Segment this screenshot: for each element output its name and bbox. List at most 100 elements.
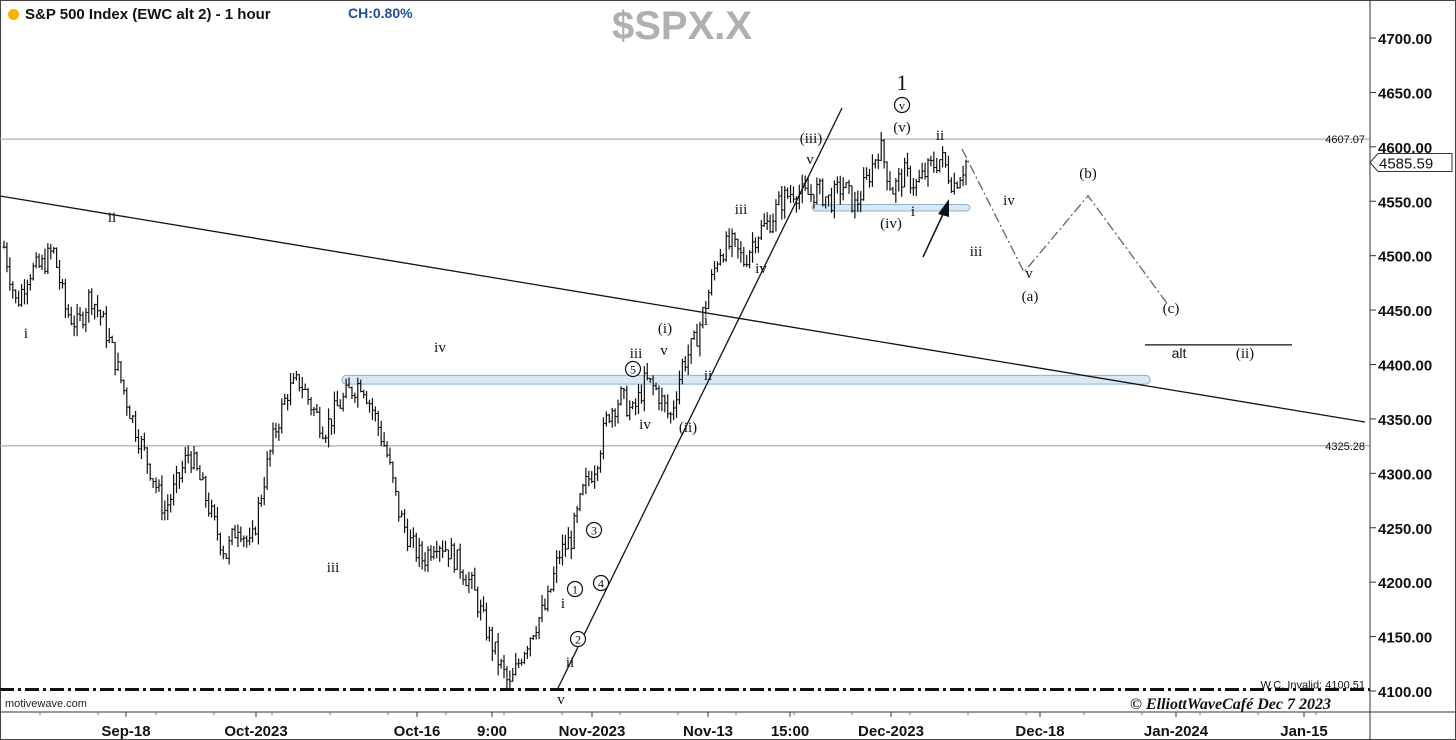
ohlc-bar (441, 540, 445, 558)
ohlc-bar (470, 572, 474, 590)
ohlc-bar (882, 138, 886, 169)
ohlc-bar (832, 180, 837, 219)
ohlc-bar (575, 505, 579, 523)
ohlc-bar (397, 490, 401, 522)
wave-circle (566, 580, 584, 598)
ohlc-bar (52, 246, 56, 254)
ohlc-bar (198, 465, 202, 481)
ohlc-bar (420, 541, 424, 570)
ohlc-bar (11, 281, 15, 299)
ohlc-bar (695, 323, 699, 347)
ohlc-bar (619, 386, 623, 406)
ohlc-bar (949, 177, 953, 193)
ohlc-bar (938, 159, 942, 173)
ohlc-bar (707, 289, 711, 310)
ohlc-bar (721, 253, 725, 263)
ohlc-bar (452, 543, 456, 573)
wave-label: v (660, 343, 668, 359)
ohlc-bar (180, 460, 184, 483)
ohlc-bar (332, 391, 337, 434)
ohlc-bar (312, 406, 316, 417)
ohlc-bar (362, 389, 366, 399)
zone-band (341, 374, 1151, 385)
wave-circle-label: 3 (591, 524, 597, 538)
ohlc-bar (265, 451, 269, 490)
ohlc-bar (528, 637, 532, 657)
time-axis[interactable]: Sep-18 Oct-2023 Oct-16 9:00 Nov-2023 Nov-13 15… (39, 712, 1328, 740)
symbol-status-dot-icon (8, 9, 19, 20)
ohlc-bar (663, 394, 667, 413)
ohlc-bar (288, 373, 293, 406)
ohlc-bar (546, 585, 550, 612)
wave-label: iii (735, 202, 748, 218)
ohlc-bar (277, 423, 281, 441)
wave-label: (ii) (1236, 346, 1254, 362)
ohlc-bar (517, 658, 521, 668)
ohlc-bar (148, 463, 152, 481)
wave-label: iv (755, 261, 767, 277)
ohlc-bar (505, 666, 509, 689)
ohlc-bar (113, 341, 117, 376)
ohlc-bar (438, 545, 442, 562)
ohlc-bar (692, 330, 696, 340)
ohlc-bar (473, 567, 477, 591)
ohlc-bar (294, 370, 299, 381)
ohlc-bar (534, 626, 538, 640)
ohlc-bar (207, 492, 211, 517)
wave-circle (585, 521, 603, 539)
wave-label: iv (434, 340, 446, 356)
wave-label: iii (327, 560, 340, 576)
ohlc-bar (879, 131, 883, 162)
ohlc-bar (2, 240, 6, 249)
ohlc-bar (394, 477, 398, 496)
ohlc-bar (911, 178, 915, 196)
ohlc-bar (809, 184, 813, 202)
wave-circle (592, 574, 610, 592)
ohlc-bar (43, 248, 47, 275)
ohlc-bar (476, 586, 480, 618)
ohlc-bar (496, 632, 500, 676)
y-tick-label: 4200.00 (1378, 575, 1432, 592)
chart-title: S&P 500 Index (EWC alt 2) - 1 hour (8, 6, 271, 23)
ohlc-bar (110, 335, 114, 343)
ohlc-bar (367, 399, 372, 413)
alt-label: alt (1172, 345, 1187, 361)
ohlc-bar (508, 670, 512, 690)
ohlc-bar (291, 373, 296, 385)
ohlc-bar (481, 596, 486, 613)
ohlc-bar (400, 510, 404, 518)
ohlc-bar (636, 383, 641, 414)
ohlc-bar (955, 181, 959, 190)
ohlc-bar (221, 545, 225, 560)
ohlc-bar (607, 413, 611, 424)
ohlc-bar (449, 538, 453, 560)
ohlc-bar (22, 279, 27, 305)
ohlc-bar (622, 387, 626, 400)
trend-lines (0, 107, 1366, 689)
ohlc-bar (250, 520, 255, 543)
wave-label: i (704, 313, 708, 329)
ohlc-bar (666, 394, 670, 419)
price-axis[interactable]: 4700.00 4650.00 4600.00 4550.00 4500.00 4450.… (1369, 31, 1453, 701)
ohlc-bar (177, 471, 182, 489)
ohlc-bar (189, 450, 193, 474)
ohlc-bar (274, 422, 278, 439)
ohlc-bar (631, 401, 635, 410)
ohlc-bar (867, 169, 872, 188)
ohlc-bar (774, 199, 778, 232)
ohlc-bar (549, 588, 553, 593)
ohlc-bar (212, 504, 217, 521)
ohlc-bar (379, 420, 383, 447)
y-tick-label: 4100.00 (1378, 684, 1432, 701)
ohlc-bar (230, 528, 234, 546)
ohlc-bar (894, 178, 898, 203)
wave-labels: iiiiiiivviii12345iiiiv(i)v(ii)iiiiiiivv(… (24, 70, 1254, 708)
ohlc-bar (145, 447, 149, 474)
ohlc-bar (683, 356, 687, 372)
ohlc-bar (63, 278, 68, 319)
ohlc-bar (660, 387, 664, 412)
copyright-credit: © ElliottWaveCafé Dec 7 2023 (1130, 696, 1331, 713)
y-tick-label: 4700.00 (1378, 31, 1432, 48)
